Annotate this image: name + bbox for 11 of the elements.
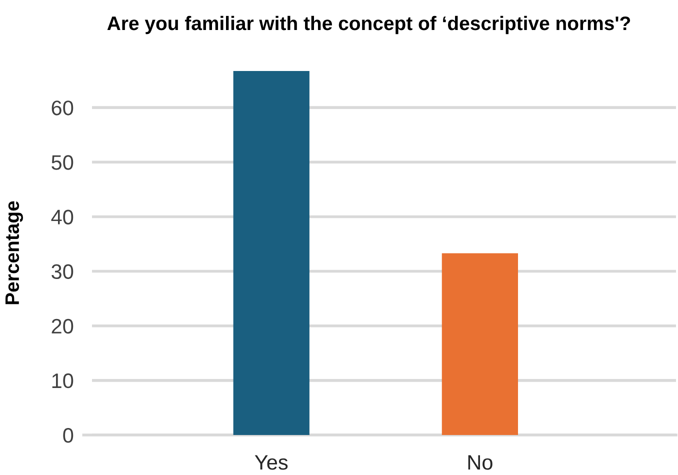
y-tick-label: 50 <box>52 155 74 170</box>
x-tick-label: No <box>468 455 492 470</box>
y-tick-label: 0 <box>63 428 74 443</box>
y-axis-title: Percentage <box>6 201 23 304</box>
y-tick-label: 20 <box>52 318 74 334</box>
y-tick-label: 30 <box>52 264 74 280</box>
chart-title: Are you familiar with the concept of ‘descriptive norms'? <box>107 16 630 34</box>
y-tick-label: 10 <box>52 373 74 388</box>
x-tick-label: Yes <box>254 455 288 470</box>
y-tick-label: 40 <box>51 210 74 224</box>
y-tick-label: 60 <box>52 100 74 116</box>
